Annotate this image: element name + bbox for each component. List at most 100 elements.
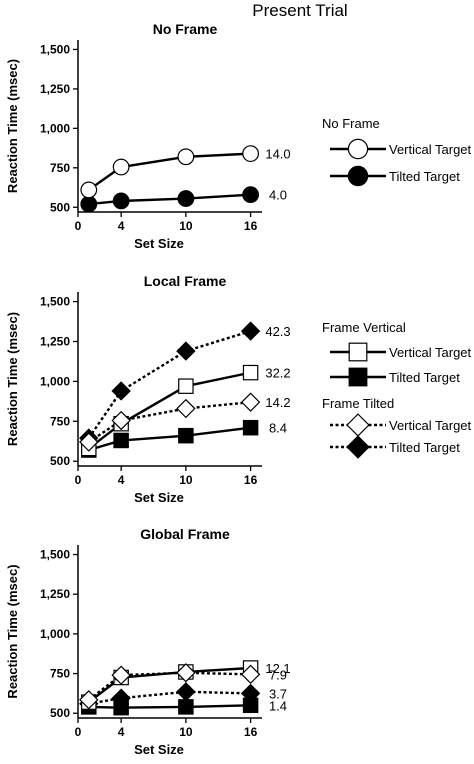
data-point xyxy=(240,321,261,341)
series-line xyxy=(87,329,251,439)
series-line xyxy=(88,193,251,206)
data-point xyxy=(242,186,260,204)
data-point xyxy=(176,341,196,361)
data-point xyxy=(111,381,131,401)
slope-label: 1.4 xyxy=(269,698,287,713)
legend-entry: Tilted Target xyxy=(330,435,460,459)
legend-label: Tilted Target xyxy=(389,169,460,184)
y-tick-label: 1,250 xyxy=(40,587,70,601)
data-point xyxy=(177,190,195,207)
legend-marker xyxy=(348,367,368,387)
chart-panel: 500 750 1,000 1,250 1,500 0 4 10 16 Set Size React… xyxy=(5,21,291,251)
legend-marker xyxy=(348,342,368,362)
data-point xyxy=(176,398,196,419)
x-tick-label: 4 xyxy=(118,473,125,487)
y-tick-label: 1,000 xyxy=(40,121,70,135)
legend-heading: Frame Vertical xyxy=(322,320,406,335)
x-tick-label: 16 xyxy=(244,219,258,233)
y-axis-label: Reaction Time (msec) xyxy=(5,564,20,698)
y-tick-label: 1,250 xyxy=(40,334,70,348)
data-point xyxy=(176,663,196,683)
legend-marker xyxy=(346,435,370,459)
x-tick-label: 16 xyxy=(244,473,258,487)
data-point xyxy=(178,378,194,394)
slope-label: 7.9 xyxy=(269,667,287,682)
legend-heading: No Frame xyxy=(322,116,380,131)
panel-title: Global Frame xyxy=(140,526,230,542)
slope-label: 14.2 xyxy=(265,395,290,410)
x-tick-label: 4 xyxy=(118,725,125,739)
data-point xyxy=(112,192,130,210)
data-point xyxy=(240,664,261,685)
slope-label: 3.7 xyxy=(269,686,287,701)
legend-entry: Vertical Target xyxy=(330,138,472,160)
x-tick-label: 0 xyxy=(75,725,82,739)
slope-label: 12.1 xyxy=(265,661,290,676)
chart-panel: 500 750 1,000 1,250 1,500 0 4 10 16 Set Size React… xyxy=(5,526,291,757)
x-tick-label: 0 xyxy=(75,219,82,233)
data-point xyxy=(79,432,99,452)
slope-label: 4.0 xyxy=(269,188,287,203)
series-line xyxy=(88,152,251,191)
panel-title: No Frame xyxy=(153,21,218,37)
legend-label: Tilted Target xyxy=(389,370,460,385)
data-point xyxy=(242,145,260,163)
y-tick-label: 500 xyxy=(50,454,70,468)
x-tick-label: 0 xyxy=(75,473,82,487)
legend-entry: Tilted Target xyxy=(330,367,460,387)
series-ft_vt: 7.9 xyxy=(79,663,287,710)
legend-marker xyxy=(347,165,369,187)
y-tick-label: 1,000 xyxy=(40,627,70,641)
legend-label: Vertical Target xyxy=(389,418,472,433)
data-point xyxy=(80,181,98,199)
chart-panel: 500 750 1,000 1,250 1,500 0 4 10 16 Set Size React… xyxy=(5,273,291,505)
legend-entry: Vertical Target xyxy=(330,342,472,362)
series-line xyxy=(88,671,251,701)
data-point xyxy=(240,683,261,704)
data-point xyxy=(111,688,131,708)
slope-label: 42.3 xyxy=(265,324,290,339)
legend-block: Frame Vertical Vertical Target Tilted Targ… xyxy=(322,320,472,387)
x-tick-label: 16 xyxy=(244,725,258,739)
legend-block: Frame Tilted Vertical Target Tilted Target xyxy=(322,396,472,459)
data-point xyxy=(176,682,196,702)
data-point xyxy=(112,158,130,176)
y-tick-label: 1,250 xyxy=(40,82,70,96)
legend-label: Vertical Target xyxy=(389,345,472,360)
legend-heading: Frame Tilted xyxy=(322,396,394,411)
y-tick-label: 500 xyxy=(50,200,70,214)
x-tick-label: 10 xyxy=(179,725,193,739)
legend-label: Vertical Target xyxy=(389,142,472,157)
legend-marker xyxy=(346,413,370,437)
x-tick-label: 4 xyxy=(118,219,125,233)
x-tick-label: 10 xyxy=(179,219,193,233)
slope-label: 32.2 xyxy=(265,366,290,381)
series-line xyxy=(88,400,251,444)
panel-title: Local Frame xyxy=(144,273,227,289)
x-axis-label: Set Size xyxy=(134,236,184,251)
series-line xyxy=(88,371,251,450)
y-tick-label: 750 xyxy=(50,414,70,428)
series-tt: 4.0 xyxy=(80,186,287,213)
y-axis-label: Reaction Time (msec) xyxy=(5,59,20,193)
legend-block: No Frame Vertical Target Tilted Target xyxy=(322,116,472,187)
series-line xyxy=(88,704,251,709)
y-tick-label: 750 xyxy=(50,161,70,175)
slope-label: 8.4 xyxy=(269,421,287,436)
x-axis-label: Set Size xyxy=(134,490,184,505)
series-vt: 14.0 xyxy=(80,145,291,199)
data-point xyxy=(111,665,131,685)
series-ft_vt: 14.2 xyxy=(79,392,291,452)
data-point xyxy=(178,699,194,715)
data-point xyxy=(242,364,259,381)
data-point xyxy=(79,690,99,710)
legend-entry: Vertical Target xyxy=(330,413,472,437)
y-tick-label: 750 xyxy=(50,667,70,681)
y-tick-label: 1,000 xyxy=(40,374,70,388)
data-point xyxy=(80,195,98,213)
data-point xyxy=(240,392,261,412)
y-tick-label: 500 xyxy=(50,706,70,720)
x-tick-label: 10 xyxy=(179,473,193,487)
legend-entry: Tilted Target xyxy=(330,165,460,187)
